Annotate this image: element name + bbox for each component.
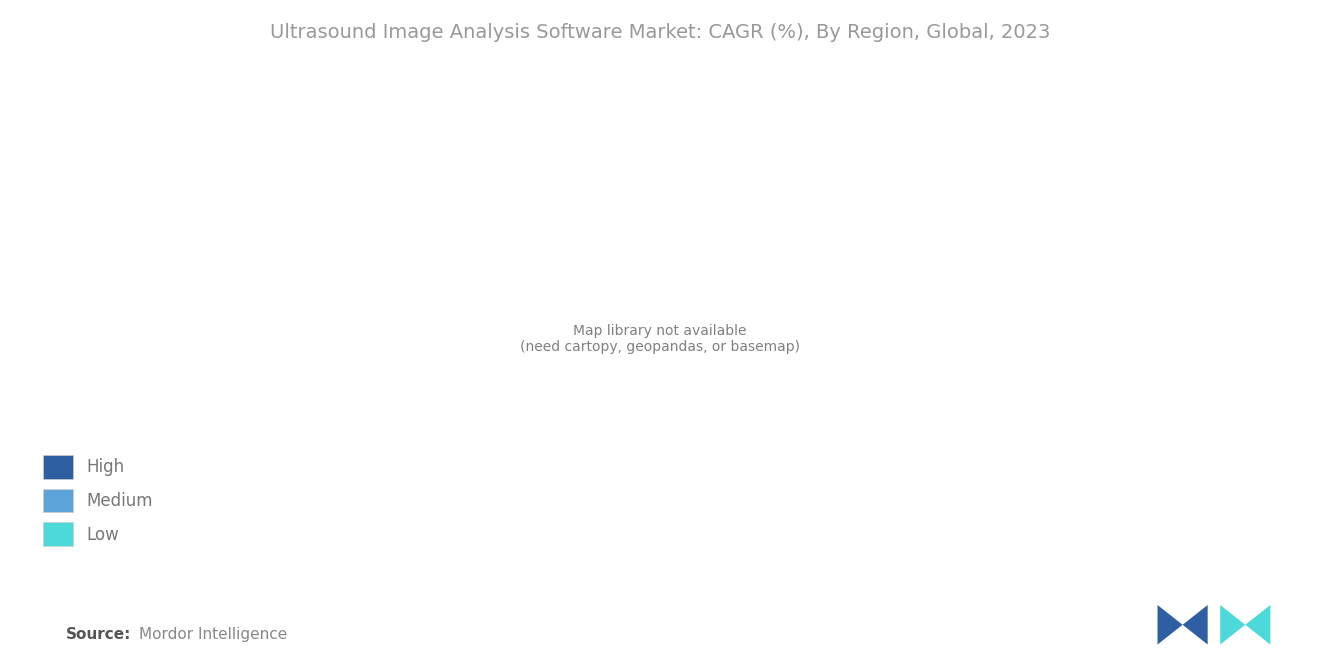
Polygon shape (1183, 605, 1208, 644)
Polygon shape (1220, 605, 1245, 644)
Polygon shape (1158, 605, 1183, 644)
Legend: High, Medium, Low: High, Medium, Low (34, 447, 161, 554)
Text: Map library not available
(need cartopy, geopandas, or basemap): Map library not available (need cartopy,… (520, 324, 800, 354)
Text: Mordor Intelligence: Mordor Intelligence (139, 626, 286, 642)
Polygon shape (1245, 605, 1270, 644)
Text: Source:: Source: (66, 626, 132, 642)
Text: Ultrasound Image Analysis Software Market: CAGR (%), By Region, Global, 2023: Ultrasound Image Analysis Software Marke… (269, 23, 1051, 43)
